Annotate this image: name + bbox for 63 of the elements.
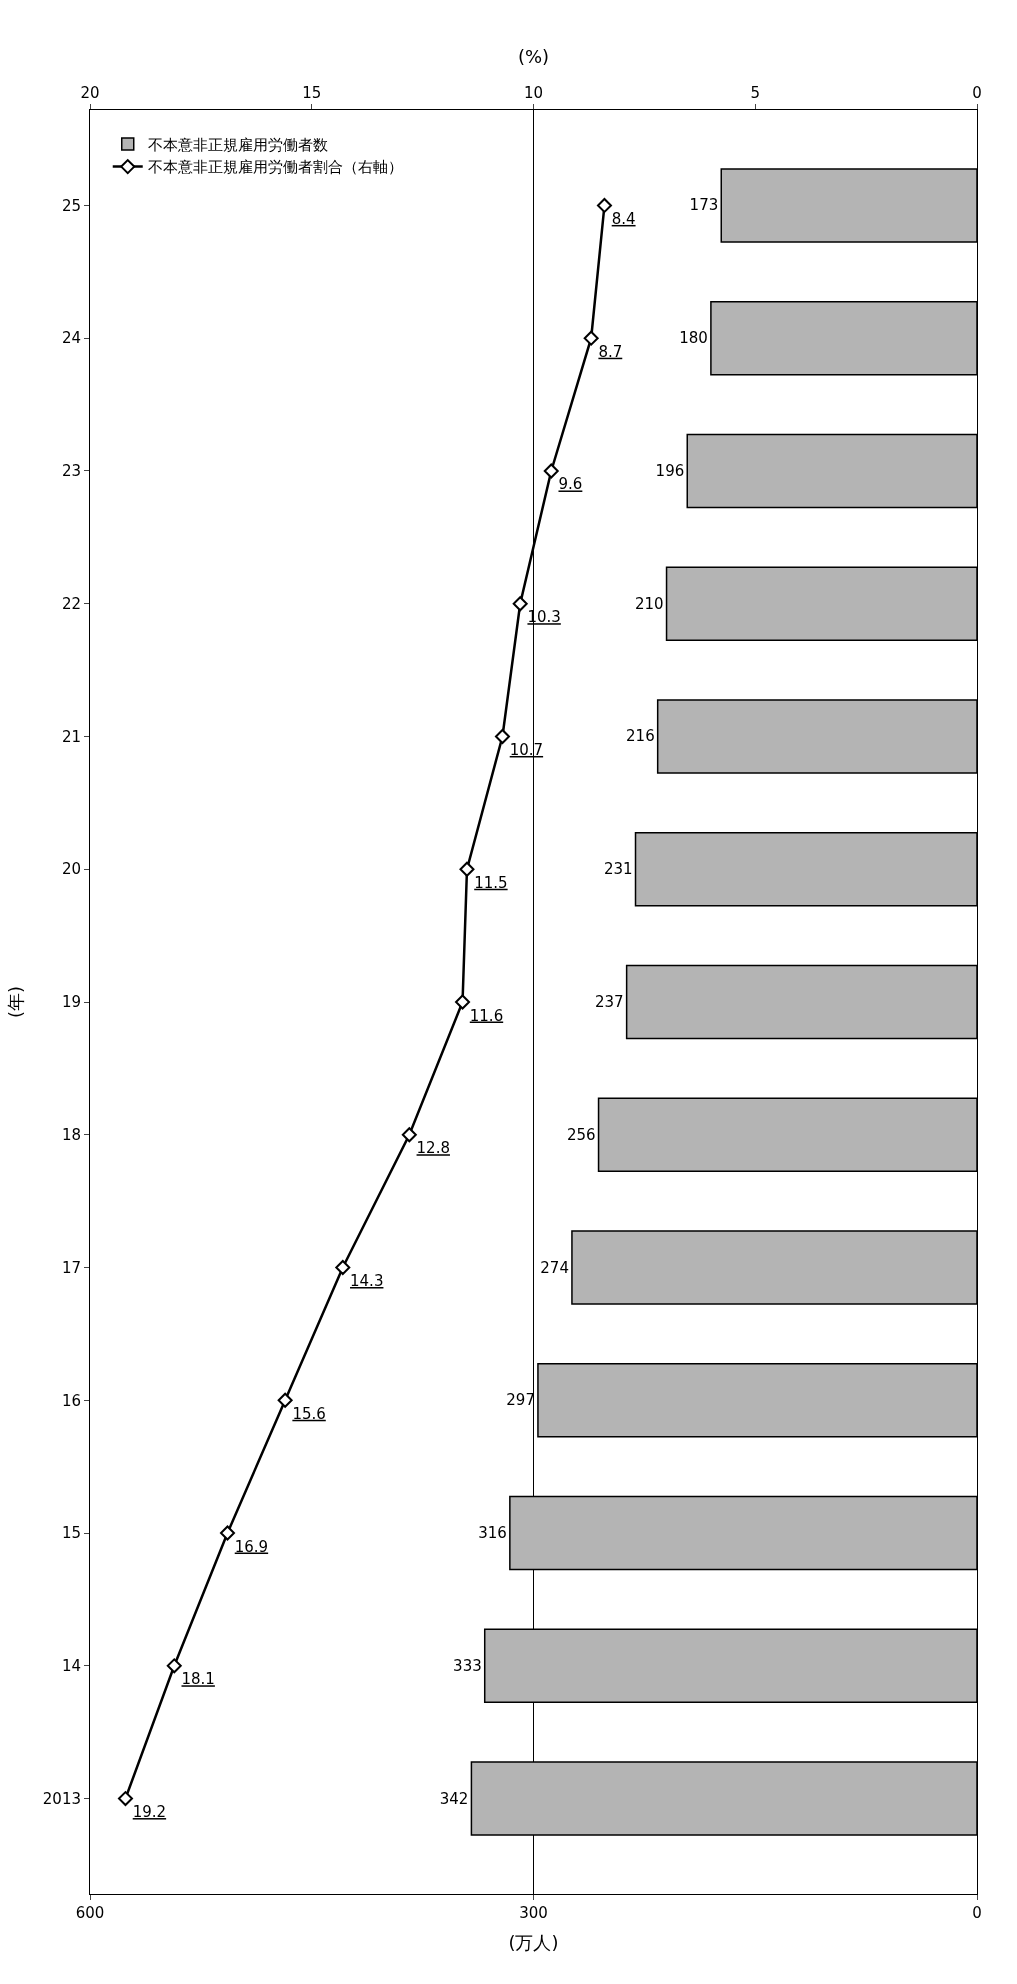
y-tick-label: 23 xyxy=(61,462,81,481)
x-tick-label: 0 xyxy=(972,1904,982,1922)
point xyxy=(117,1791,133,1807)
data-label: 173 xyxy=(689,196,719,215)
data-label: 210 xyxy=(634,594,664,613)
x2-tick-label: 10 xyxy=(523,84,544,102)
point xyxy=(512,596,528,612)
legend-label: 不本意非正規雇用労働者割合（右軸） xyxy=(147,158,403,177)
point xyxy=(166,1658,182,1674)
x2-tick-label: 15 xyxy=(302,84,322,102)
data-label: 8.4 xyxy=(611,209,636,228)
y-tick-label: 17 xyxy=(61,1258,81,1277)
data-label: 14.3 xyxy=(350,1272,384,1291)
x-axis-title: (万人) xyxy=(508,1932,559,1954)
point xyxy=(401,1127,417,1143)
y-tick-label: 21 xyxy=(61,727,81,746)
y-tick-label: 18 xyxy=(61,1126,81,1145)
point xyxy=(455,994,471,1010)
y-tick-label: 22 xyxy=(61,594,81,613)
point xyxy=(543,463,559,479)
point xyxy=(277,1392,293,1408)
data-label: 231 xyxy=(603,860,633,879)
point xyxy=(219,1525,235,1541)
data-label: 297 xyxy=(506,1391,535,1410)
data-label: 19.2 xyxy=(132,1803,167,1822)
legend-label: 不本意非正規雇用労働者数 xyxy=(147,135,328,154)
point xyxy=(583,330,599,346)
x2-tick-label: 5 xyxy=(750,84,761,102)
y-tick-label: 15 xyxy=(61,1524,81,1543)
y-tick-label: 14 xyxy=(61,1657,81,1676)
y-tick-label: 25 xyxy=(61,196,81,215)
x2-tick-label: 0 xyxy=(972,84,982,102)
y-tick-label: 24 xyxy=(61,329,81,348)
point xyxy=(494,728,510,744)
data-label: 9.6 xyxy=(558,475,583,494)
x-tick-label: 600 xyxy=(75,1904,105,1922)
data-label: 11.6 xyxy=(469,1006,504,1025)
data-label: 12.8 xyxy=(416,1139,450,1158)
data-label: 11.5 xyxy=(474,873,508,892)
y-tick-label: 2013 xyxy=(42,1789,81,1808)
y-tick-label: 19 xyxy=(61,993,81,1012)
y-axis-title: (年) xyxy=(5,985,27,1019)
data-label: 333 xyxy=(453,1656,482,1675)
y-tick-label: 20 xyxy=(61,860,81,879)
data-label: 342 xyxy=(439,1789,469,1808)
data-label: 256 xyxy=(566,1125,596,1144)
data-label: 15.6 xyxy=(292,1404,326,1423)
data-label: 196 xyxy=(655,461,685,480)
y-tick-label: 16 xyxy=(61,1391,81,1410)
data-label: 274 xyxy=(540,1258,569,1277)
point xyxy=(459,861,475,877)
x2-tick-label: 20 xyxy=(80,84,100,102)
data-label: 16.9 xyxy=(234,1537,269,1556)
data-label: 316 xyxy=(478,1524,507,1543)
data-label: 216 xyxy=(626,727,655,746)
point xyxy=(596,197,612,213)
point xyxy=(335,1260,351,1276)
data-label: 18.1 xyxy=(181,1670,215,1689)
x2-axis-title: (%) xyxy=(517,46,550,68)
x-tick-label: 300 xyxy=(519,1904,548,1922)
data-label: 237 xyxy=(595,993,624,1011)
data-label: 8.7 xyxy=(598,342,623,361)
data-label: 180 xyxy=(679,329,708,348)
